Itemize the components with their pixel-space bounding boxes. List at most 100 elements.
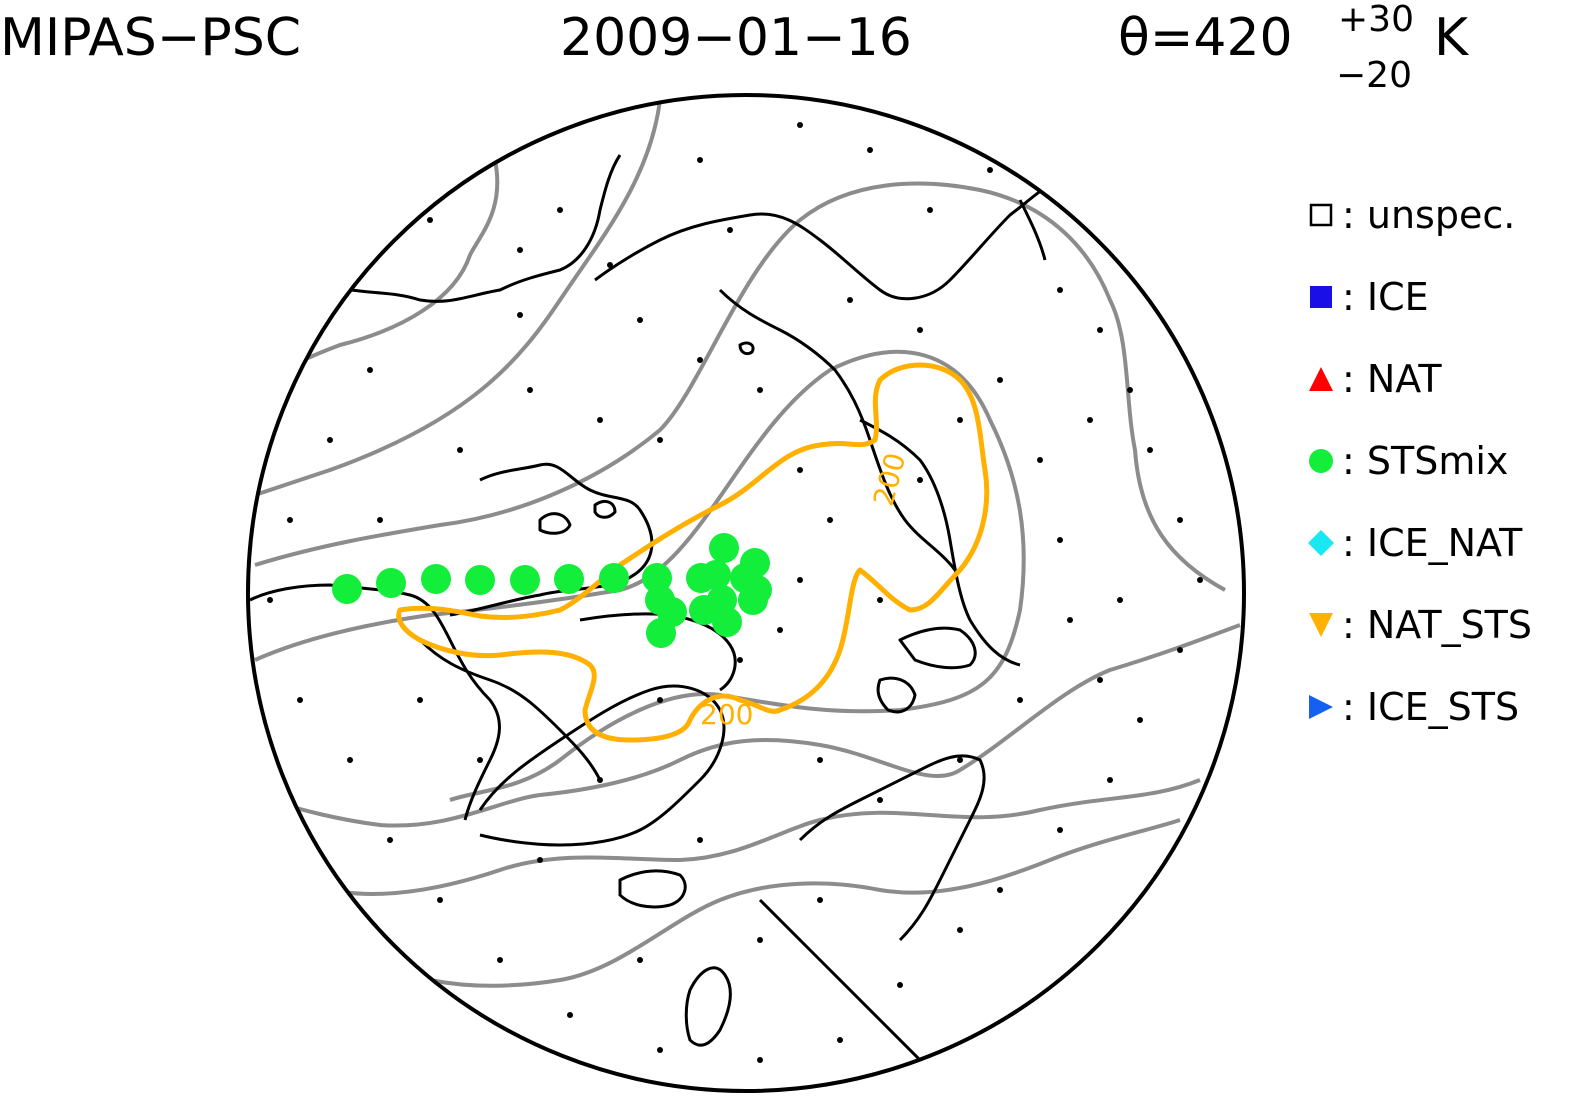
- coast-canada-arctic: [449, 462, 654, 617]
- dot: [737, 657, 743, 663]
- legend-item-nat-sts: : NAT_STS: [1308, 600, 1587, 650]
- stsmix-point: [554, 564, 584, 594]
- grey-contour: [254, 99, 662, 497]
- dot: [657, 437, 663, 443]
- dot: [997, 887, 1003, 893]
- dot: [827, 517, 833, 523]
- dot: [1097, 327, 1103, 333]
- dot: [1097, 677, 1103, 683]
- dot: [1177, 647, 1183, 653]
- dot: [997, 377, 1003, 383]
- dot: [777, 627, 783, 633]
- dot: [637, 957, 643, 963]
- dot: [797, 122, 803, 128]
- stsmix-point: [642, 563, 672, 593]
- dot: [837, 1037, 843, 1043]
- open-square-icon: [1309, 203, 1333, 227]
- stsmix-point: [599, 563, 629, 593]
- dot: [377, 517, 383, 523]
- stsmix-point: [709, 533, 739, 563]
- coast-novaya: [898, 626, 977, 670]
- theta-unit: K: [1434, 8, 1469, 68]
- dot: [847, 297, 853, 303]
- dot: [1017, 697, 1023, 703]
- legend-label: : ICE_NAT: [1342, 521, 1523, 565]
- coast-iceland: [618, 869, 687, 909]
- legend-item-nat: : NAT: [1308, 354, 1587, 404]
- dot: [517, 312, 523, 318]
- legend-label: : ICE: [1342, 275, 1429, 319]
- theta-plus: +30: [1338, 0, 1414, 40]
- triangle-right-icon: [1309, 695, 1333, 719]
- dot: [727, 227, 733, 233]
- coast-hudson: [418, 638, 602, 781]
- grey-contour: [429, 818, 1181, 988]
- dot: [757, 1057, 763, 1063]
- dot: [437, 897, 443, 903]
- dot: [917, 327, 923, 333]
- stsmix-points: [332, 533, 772, 648]
- diamond-icon: [1308, 530, 1334, 556]
- dot: [657, 1047, 663, 1053]
- coast-greenland: [478, 684, 726, 847]
- dot: [1177, 517, 1183, 523]
- stsmix-point: [465, 565, 495, 595]
- dot: [1107, 777, 1113, 783]
- date-title: 2009−01−16: [560, 8, 912, 68]
- stsmix-point: [332, 574, 362, 604]
- dot: [1197, 577, 1203, 583]
- dot: [867, 147, 873, 153]
- legend-label: : unspec.: [1342, 193, 1516, 237]
- dot: [287, 517, 293, 523]
- filled-square-icon: [1310, 286, 1332, 308]
- dot: [1087, 417, 1093, 423]
- coast-islands-2: [593, 500, 617, 519]
- coastlines: [249, 154, 1061, 1082]
- dot: [527, 387, 533, 393]
- coast-scandinavia: [798, 754, 986, 942]
- grey-contour: [329, 778, 1201, 896]
- dot: [957, 417, 963, 423]
- measurement-dots: [267, 122, 1203, 1063]
- triangle-down-icon: [1309, 613, 1333, 637]
- dot: [927, 207, 933, 213]
- dot: [427, 217, 433, 223]
- dot: [457, 447, 463, 453]
- legend-label: : NAT_STS: [1342, 603, 1533, 647]
- dot: [367, 367, 373, 373]
- stsmix-point: [510, 565, 540, 595]
- instrument-title: MIPAS−PSC: [0, 8, 302, 68]
- dot: [597, 417, 603, 423]
- grey-contour: [269, 623, 1241, 828]
- dot: [697, 837, 703, 843]
- legend-label: : STSmix: [1342, 439, 1509, 483]
- dot: [957, 757, 963, 763]
- dot: [297, 697, 303, 703]
- dot: [387, 837, 393, 843]
- coast-svalbard: [876, 676, 917, 714]
- dot: [897, 982, 903, 988]
- stsmix-point: [421, 564, 451, 594]
- coast-taymyr: [859, 418, 1021, 667]
- legend-label: : ICE_STS: [1342, 685, 1520, 729]
- theta-level: θ=420: [1118, 8, 1293, 68]
- stsmix-point: [701, 560, 731, 590]
- stsmix-point: [738, 585, 768, 615]
- dot: [537, 857, 543, 863]
- dot: [757, 387, 763, 393]
- dot: [1057, 827, 1063, 833]
- legend-item-ice-nat: : ICE_NAT: [1308, 518, 1587, 568]
- dot: [1037, 457, 1043, 463]
- stsmix-point: [646, 618, 676, 648]
- dot: [557, 207, 563, 213]
- dot: [1117, 597, 1123, 603]
- dot: [1137, 717, 1143, 723]
- grey-contour: [254, 181, 1226, 592]
- legend-item-unspec: : unspec.: [1308, 190, 1587, 240]
- dot: [517, 247, 523, 253]
- contour-label: 200: [700, 698, 753, 731]
- coast-islands-3: [738, 341, 755, 356]
- legend-label: : NAT: [1342, 357, 1442, 401]
- coast-siberia-east: [594, 178, 1061, 301]
